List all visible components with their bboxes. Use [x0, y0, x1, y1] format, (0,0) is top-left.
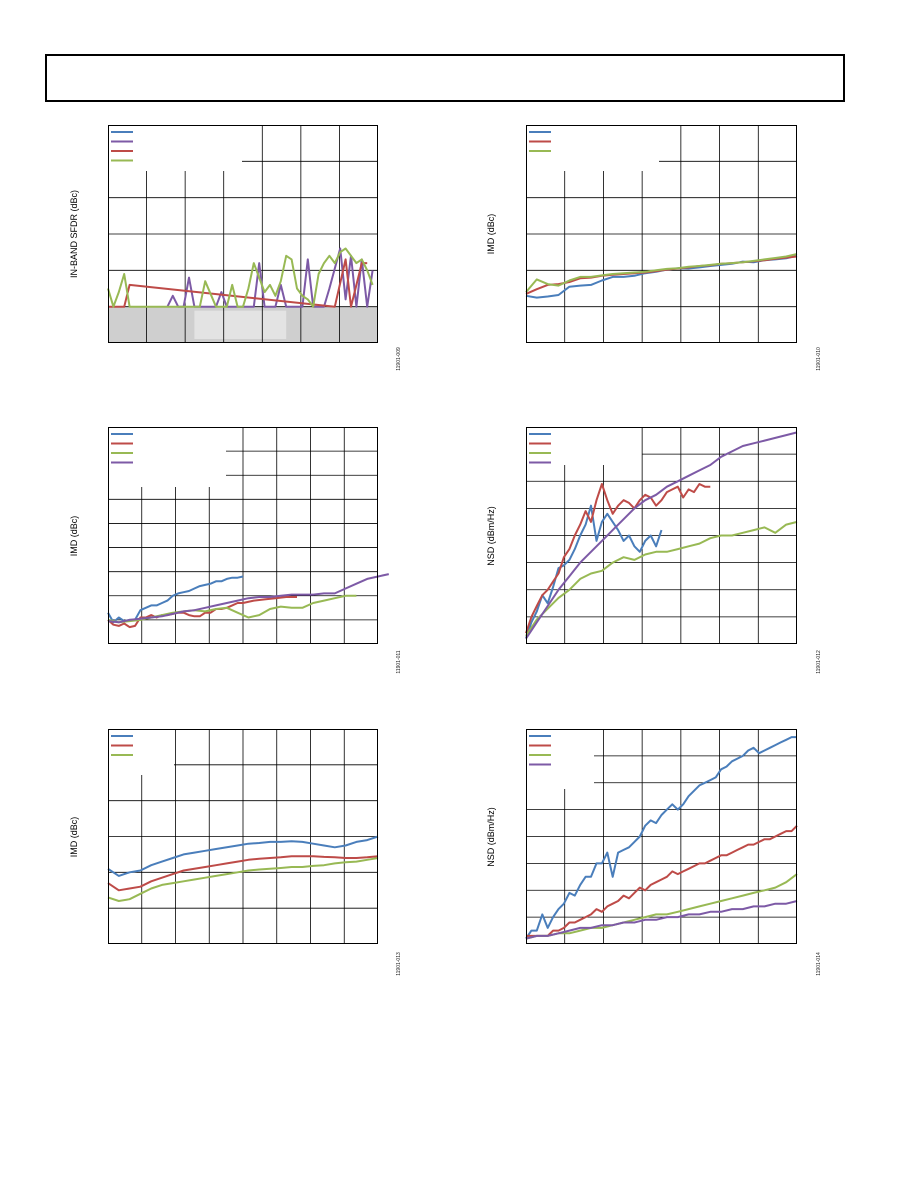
nsd-chart-1: [525, 427, 798, 644]
plot-border: [526, 427, 797, 644]
series-line-2: [107, 855, 379, 892]
imd-chart-1: [525, 125, 798, 343]
y-axis-label: NSD (dBm/Hz): [486, 506, 496, 566]
series-line-3: [108, 258, 368, 308]
series-line-2: [526, 824, 798, 937]
figure-number: 11901-012: [816, 650, 822, 674]
figure-number: 11901-011: [396, 650, 402, 674]
series-line-3: [525, 253, 798, 293]
series-line-1: [107, 835, 379, 877]
imd-chart-3: [107, 729, 379, 944]
series-line-1: [525, 736, 797, 940]
y-axis-label: IMD (dBc): [486, 213, 496, 255]
figure-number: 11901-010: [816, 347, 822, 371]
series-line-3: [525, 520, 798, 637]
plot-border: [108, 729, 378, 944]
sfdr-chart: [107, 125, 378, 343]
shaded-label-box: [194, 310, 287, 339]
series-line-4: [525, 900, 798, 940]
page-header-box: [45, 54, 845, 102]
y-axis-label: NSD (dBm/Hz): [486, 807, 496, 867]
nsd-chart-2: [525, 729, 798, 944]
series-line-4: [107, 247, 374, 308]
series-line-4: [525, 431, 798, 640]
imd-chart-2: [107, 427, 390, 644]
series-line-3: [525, 873, 798, 940]
figure-number: 11901-014: [816, 952, 822, 976]
series-line-4: [107, 573, 390, 624]
series-line-2: [107, 596, 297, 629]
plot-border: [526, 729, 797, 944]
y-axis-label: IN-BAND SFDR (dBc): [69, 190, 79, 279]
plot-border: [108, 125, 378, 343]
series-line-3: [107, 857, 379, 902]
plot-border: [526, 125, 797, 343]
series-line-1: [525, 504, 663, 639]
plot-border: [108, 427, 378, 644]
y-axis-label: IMD (dBc): [69, 816, 79, 858]
y-axis-label: IMD (dBc): [69, 515, 79, 557]
series-line-2: [525, 483, 711, 634]
figure-number: 11901-009: [396, 347, 402, 371]
figure-number: 11901-013: [396, 952, 402, 976]
